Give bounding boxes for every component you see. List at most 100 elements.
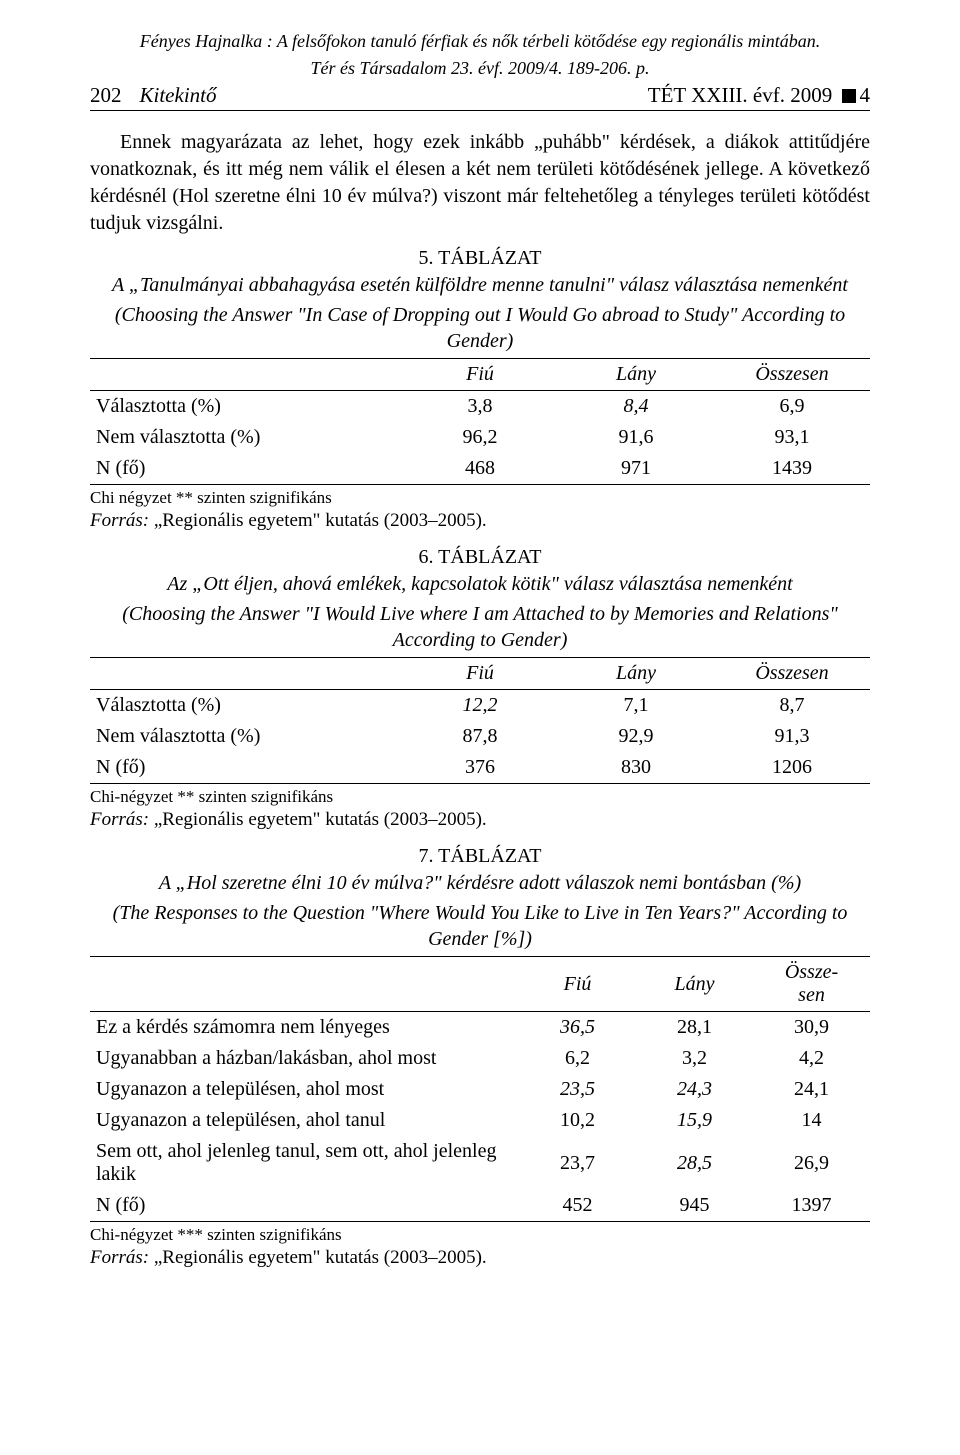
cell: 468 [402, 453, 558, 485]
cell: 8,7 [714, 690, 870, 722]
source-label: Forrás: [90, 809, 149, 830]
section-name: Kitekintő [140, 83, 217, 108]
table-7-note: Chi-négyzet *** szinten szignifikáns [90, 1225, 870, 1245]
cell: 28,5 [636, 1136, 753, 1190]
cell: 28,1 [636, 1012, 753, 1044]
table-7-col-0 [90, 957, 519, 1012]
cell: 12,2 [402, 690, 558, 722]
cell: Ez a kérdés számomra nem lényeges [90, 1012, 519, 1044]
table-row: Sem ott, ahol jelenleg tanul, sem ott, a… [90, 1136, 870, 1190]
cell: 945 [636, 1190, 753, 1222]
source-text: „Regionális egyetem" kutatás (2003–2005)… [149, 510, 487, 531]
table-6-source: Forrás: „Regionális egyetem" kutatás (20… [90, 809, 870, 831]
table-row: Ugyanazon a településen, ahol tanul 10,2… [90, 1105, 870, 1136]
cell: 92,9 [558, 721, 714, 752]
cell: 24,1 [753, 1074, 870, 1105]
cell: N (fő) [90, 1190, 519, 1222]
cell: 10,2 [519, 1105, 636, 1136]
table-row: N (fő) 468 971 1439 [90, 453, 870, 485]
citation-line-2: Tér és Társadalom 23. évf. 2009/4. 189-2… [90, 57, 870, 80]
table-7: Fiú Lány Össze- sen Ez a kérdés számomra… [90, 956, 870, 1222]
cell: Sem ott, ahol jelenleg tanul, sem ott, a… [90, 1136, 519, 1190]
header-rule [90, 110, 870, 111]
table-6-caption-hu: Az „Ott éljen, ahová emlékek, kapcsolato… [90, 571, 870, 597]
table-7-col-2: Lány [636, 957, 753, 1012]
table-6-col-3: Összesen [714, 658, 870, 690]
cell: Nem választotta (%) [90, 422, 402, 453]
cell: N (fő) [90, 453, 402, 485]
cell: 4,2 [753, 1043, 870, 1074]
table-6-col-1: Fiú [402, 658, 558, 690]
cell: 1397 [753, 1190, 870, 1222]
cell: 376 [402, 752, 558, 784]
table-5: Fiú Lány Összesen Választotta (%) 3,8 8,… [90, 358, 870, 485]
source-text: „Regionális egyetem" kutatás (2003–2005)… [149, 809, 487, 830]
cell: 3,2 [636, 1043, 753, 1074]
cell: Nem választotta (%) [90, 721, 402, 752]
table-row: N (fő) 376 830 1206 [90, 752, 870, 784]
cell: N (fő) [90, 752, 402, 784]
table-7-caption-hu: A „Hol szeretne élni 10 év múlva?" kérdé… [90, 870, 870, 896]
cell: 93,1 [714, 422, 870, 453]
cell: 6,2 [519, 1043, 636, 1074]
cell: 7,1 [558, 690, 714, 722]
table-row: Nem választotta (%) 96,2 91,6 93,1 [90, 422, 870, 453]
table-7-block: 7. TÁBLÁZAT A „Hol szeretne élni 10 év m… [90, 845, 870, 1269]
cell: 3,8 [402, 391, 558, 423]
cell: 30,9 [753, 1012, 870, 1044]
cell: 36,5 [519, 1012, 636, 1044]
cell: 14 [753, 1105, 870, 1136]
table-6-caption-en: (Choosing the Answer "I Would Live where… [90, 601, 870, 653]
table-6-note: Chi-négyzet ** szinten szignifikáns [90, 787, 870, 807]
journal-ref: TÉT XXIII. évf. 2009 4 [648, 83, 870, 108]
table-row: N (fő) 452 945 1397 [90, 1190, 870, 1222]
cell: 452 [519, 1190, 636, 1222]
page-number: 202 [90, 83, 122, 108]
table-6-col-0 [90, 658, 402, 690]
cell: 24,3 [636, 1074, 753, 1105]
table-7-col-1: Fiú [519, 957, 636, 1012]
table-5-note: Chi négyzet ** szinten szignifikáns [90, 488, 870, 508]
cell: Ugyanazon a településen, ahol most [90, 1074, 519, 1105]
table-7-col-3: Össze- sen [753, 957, 870, 1012]
cell: Ugyanazon a településen, ahol tanul [90, 1105, 519, 1136]
table-6-col-2: Lány [558, 658, 714, 690]
journal-ref-pre: TÉT XXIII. évf. 2009 [648, 83, 832, 107]
table-7-number: 7. TÁBLÁZAT [90, 845, 870, 868]
cell: 91,6 [558, 422, 714, 453]
body-paragraph: Ennek magyarázata az lehet, hogy ezek in… [90, 129, 870, 237]
table-7-caption-en: (The Responses to the Question "Where Wo… [90, 900, 870, 952]
table-6-number: 6. TÁBLÁZAT [90, 546, 870, 569]
journal-ref-post: 4 [860, 83, 871, 107]
table-5-col-3: Összesen [714, 359, 870, 391]
cell: Választotta (%) [90, 391, 402, 423]
cell: 87,8 [402, 721, 558, 752]
citation-line-1: Fényes Hajnalka : A felsőfokon tanuló fé… [90, 30, 870, 53]
cell: 830 [558, 752, 714, 784]
cell: 971 [558, 453, 714, 485]
table-row: Választotta (%) 3,8 8,4 6,9 [90, 391, 870, 423]
cell: 23,5 [519, 1074, 636, 1105]
table-6: Fiú Lány Összesen Választotta (%) 12,2 7… [90, 657, 870, 784]
table-row: Nem választotta (%) 87,8 92,9 91,3 [90, 721, 870, 752]
table-5-col-2: Lány [558, 359, 714, 391]
cell: Ugyanabban a házban/lakásban, ahol most [90, 1043, 519, 1074]
table-5-col-0 [90, 359, 402, 391]
table-7-source: Forrás: „Regionális egyetem" kutatás (20… [90, 1247, 870, 1269]
cell: 1439 [714, 453, 870, 485]
table-row: Ugyanabban a házban/lakásban, ahol most … [90, 1043, 870, 1074]
cell: 96,2 [402, 422, 558, 453]
table-5-block: 5. TÁBLÁZAT A „Tanulmányai abbahagyása e… [90, 247, 870, 532]
cell: 1206 [714, 752, 870, 784]
running-header: 202 Kitekintő TÉT XXIII. évf. 2009 4 [90, 83, 870, 108]
source-label: Forrás: [90, 510, 149, 531]
table-5-source: Forrás: „Regionális egyetem" kutatás (20… [90, 510, 870, 532]
table-row: Ugyanazon a településen, ahol most 23,5 … [90, 1074, 870, 1105]
cell: Választotta (%) [90, 690, 402, 722]
cell: 23,7 [519, 1136, 636, 1190]
cell: 6,9 [714, 391, 870, 423]
cell: 26,9 [753, 1136, 870, 1190]
table-5-caption-hu: A „Tanulmányai abbahagyása esetén külföl… [90, 272, 870, 298]
table-row: Választotta (%) 12,2 7,1 8,7 [90, 690, 870, 722]
source-text: „Regionális egyetem" kutatás (2003–2005)… [149, 1247, 487, 1268]
